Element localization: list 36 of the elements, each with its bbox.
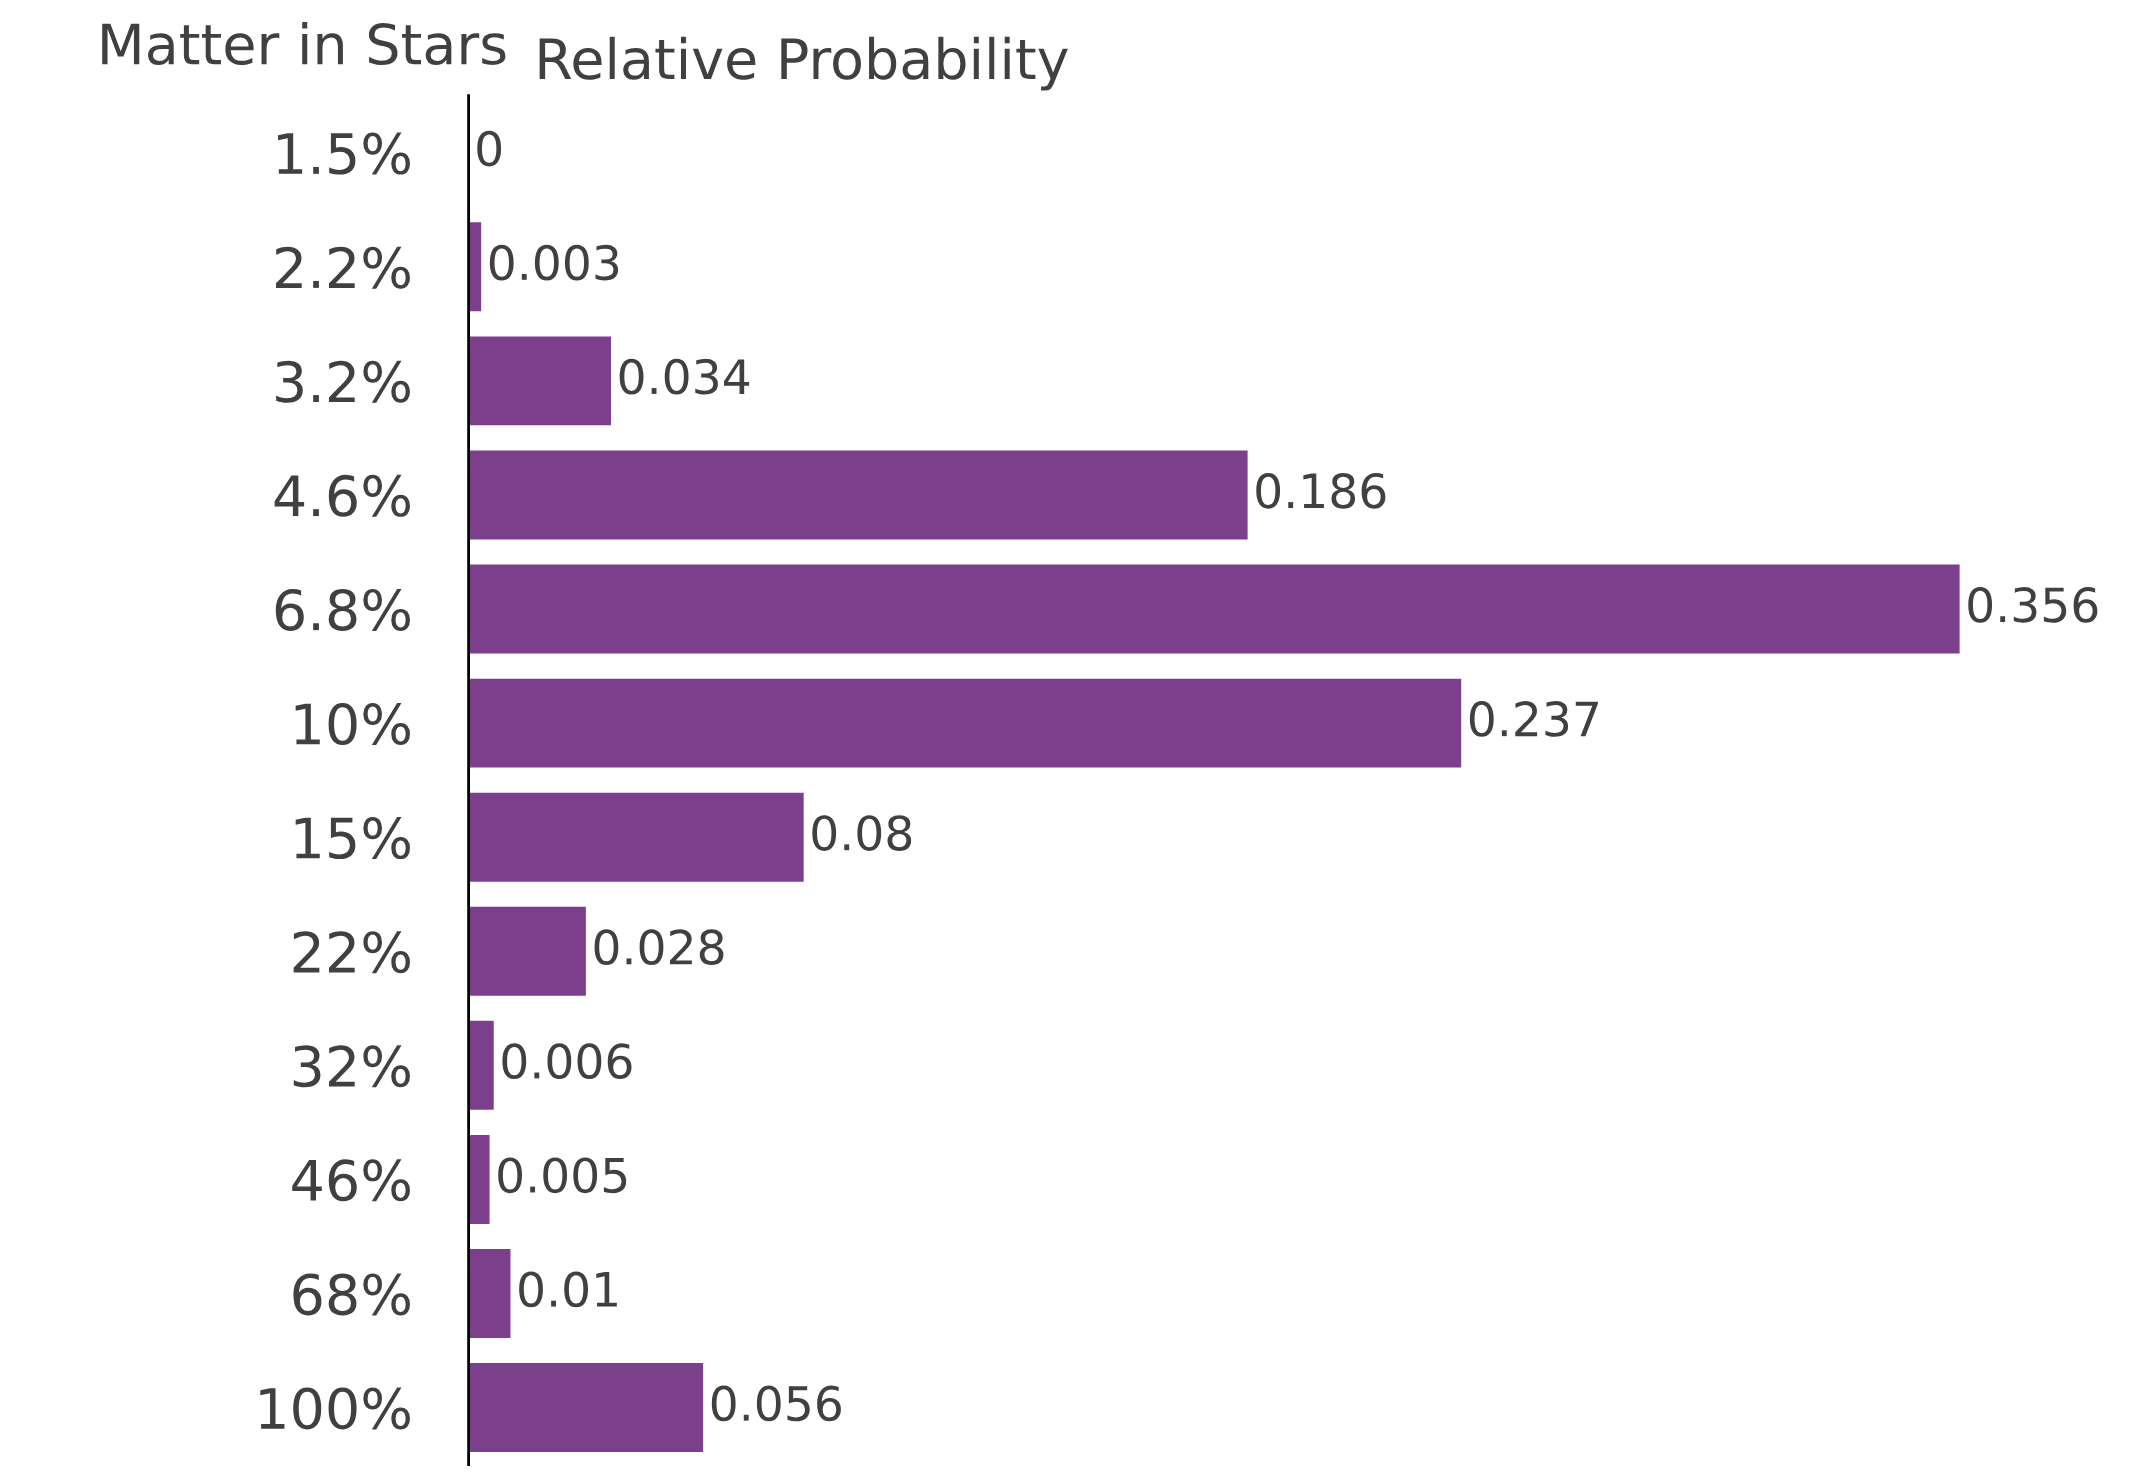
y-tick-label: 22% <box>293 931 410 974</box>
y-tick-label: 68% <box>293 1273 410 1316</box>
y-tick-label: 15% <box>295 817 410 860</box>
y-tick-label: 10% <box>295 702 410 746</box>
y-tick-label: 3.2% <box>276 360 410 403</box>
x-axis-title: Relative Probability <box>539 36 1068 91</box>
bar <box>468 450 1248 540</box>
y-tick-label: 100% <box>260 1387 410 1430</box>
y-tick-label: 6.8% <box>275 588 410 631</box>
y-tick-label: 2.2% <box>275 246 410 289</box>
data-label: 0.01 <box>519 1271 617 1308</box>
y-tick-label: 1.5% <box>278 132 410 175</box>
data-label: 0.186 <box>1256 472 1386 509</box>
y-tick-label: 4.6% <box>274 474 410 517</box>
data-label: 0.028 <box>594 929 724 965</box>
data-label: 0.356 <box>1968 587 2098 623</box>
bar <box>468 1363 704 1453</box>
bar <box>468 564 1960 654</box>
data-label: 0.003 <box>489 244 619 281</box>
data-label: 0.034 <box>619 358 750 395</box>
bar <box>468 906 586 996</box>
y-tick-label: 32% <box>293 1045 410 1088</box>
y-tick-label: 46% <box>292 1159 410 1202</box>
bar <box>468 678 1462 768</box>
data-label: 0.237 <box>1469 701 1598 737</box>
y-axis-title: Matter in Stars <box>102 22 506 66</box>
bar <box>468 1249 511 1339</box>
bar <box>468 336 611 426</box>
data-label: 0.056 <box>711 1385 841 1422</box>
data-label: 0.006 <box>502 1043 632 1080</box>
bar <box>468 1134 490 1224</box>
data-label: 0.005 <box>498 1157 627 1194</box>
bar <box>468 1020 494 1110</box>
data-label: 0 <box>477 130 502 167</box>
data-label: 0.08 <box>812 815 912 851</box>
bar <box>468 792 804 882</box>
